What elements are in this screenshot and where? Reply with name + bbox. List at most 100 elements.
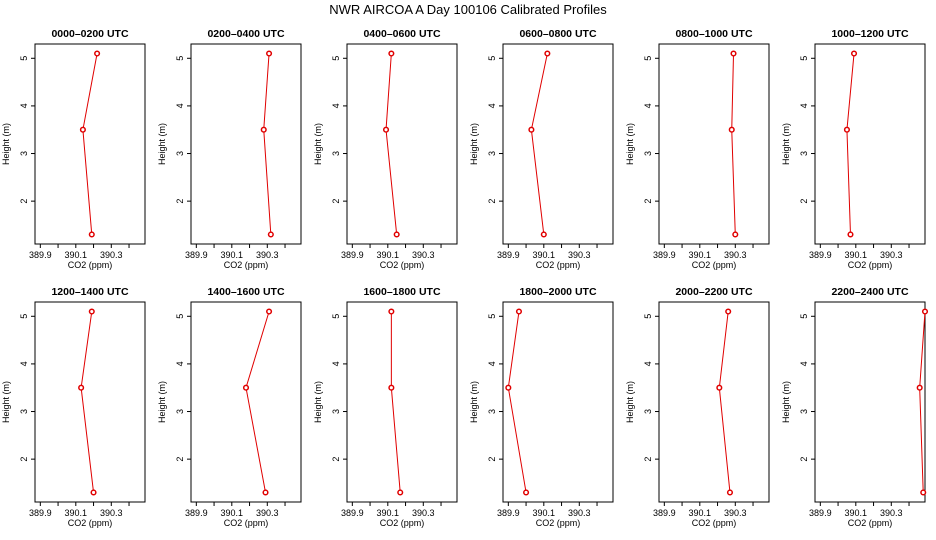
y-tick-label: 3 [19,151,29,156]
data-point [266,308,273,315]
profile-line [385,53,398,235]
panel-title: 1600–1800 UTC [363,286,440,298]
plot-frame [346,43,458,245]
x-axis-label: CO2 (ppm) [380,260,425,270]
y-tick-label: 4 [175,103,185,108]
x-axis-label: CO2 (ppm) [848,260,893,270]
data-point [90,489,97,496]
x-tick-label: 390.3 [100,250,123,260]
y-tick-label: 2 [487,199,497,204]
y-axis-label: Height (m) [625,381,635,423]
y-tick-label: 2 [643,199,653,204]
x-tick-label: 389.9 [29,508,52,518]
x-tick-label: 390.1 [845,508,868,518]
panel-3: 0400–0600 UTC 389.9 390.1 390.3 2 3 4 5 CO2 (ppm… [313,28,458,270]
y-tick-label: 3 [19,409,29,414]
x-tick-label: 390.1 [689,250,712,260]
panel-title: 2000–2200 UTC [675,286,752,298]
profile-line [919,311,926,493]
profile-line [245,311,270,493]
y-tick-label: 5 [487,56,497,61]
x-tick-label: 389.9 [341,250,364,260]
x-axis-label: CO2 (ppm) [536,260,581,270]
data-point [262,489,269,496]
x-tick-label: 390.3 [412,508,435,518]
profile-line [846,53,855,235]
plot-frame [34,301,146,503]
x-tick-label: 390.1 [533,508,556,518]
y-tick-label: 2 [799,457,809,462]
y-tick-label: 2 [331,199,341,204]
profile-line [80,311,95,493]
x-tick-label: 389.9 [653,250,676,260]
y-tick-label: 3 [175,151,185,156]
x-tick-label: 389.9 [341,508,364,518]
x-axis-label: CO2 (ppm) [848,518,893,528]
x-tick-label: 389.9 [809,250,832,260]
plot-frame [346,301,458,503]
x-tick-label: 390.1 [221,508,244,518]
y-tick-label: 4 [19,361,29,366]
plot-frame [658,301,770,503]
y-tick-label: 5 [799,56,809,61]
panel-4: 0600–0800 UTC 389.9 390.1 390.3 2 3 4 5 CO2 (ppm… [469,28,614,270]
y-tick-label: 3 [331,409,341,414]
panel-title: 1400–1600 UTC [207,286,284,298]
y-tick-label: 4 [643,103,653,108]
y-tick-label: 4 [487,103,497,108]
data-point [388,384,395,391]
y-tick-label: 3 [331,151,341,156]
profile-line [390,311,401,493]
y-axis-label: Height (m) [781,123,791,165]
y-tick-label: 3 [487,409,497,414]
y-tick-label: 5 [799,314,809,319]
y-tick-label: 4 [175,361,185,366]
x-tick-label: 390.1 [845,250,868,260]
panel-title: 0000–0200 UTC [51,28,128,40]
panel-2: 0200–0400 UTC 389.9 390.1 390.3 2 3 4 5 CO2 (ppm… [157,28,302,270]
y-axis-label: Height (m) [1,381,11,423]
data-point [505,384,512,391]
x-axis-label: CO2 (ppm) [224,518,269,528]
data-point [397,489,404,496]
data-point [515,308,523,315]
profile-line [507,311,527,493]
profile-line [263,53,272,235]
panel-5: 0800–1000 UTC 389.9 390.1 390.3 2 3 4 5 CO2 (ppm… [625,28,770,270]
y-tick-label: 2 [331,457,341,462]
x-axis-label: CO2 (ppm) [536,518,581,528]
y-tick-label: 5 [175,56,185,61]
data-point [88,231,95,238]
data-point [523,489,530,496]
y-tick-label: 4 [19,103,29,108]
y-tick-label: 2 [19,457,29,462]
x-tick-label: 390.3 [412,250,435,260]
panel-title: 0600–0800 UTC [519,28,596,40]
data-point [921,308,929,315]
panel-title: 1000–1200 UTC [831,28,908,40]
x-tick-label: 390.1 [377,508,400,518]
panel-title: 2200–2400 UTC [831,286,908,298]
x-tick-label: 390.3 [100,508,123,518]
x-tick-label: 390.1 [377,250,400,260]
y-axis-label: Height (m) [781,381,791,423]
x-tick-label: 390.3 [568,250,591,260]
data-point [920,489,927,496]
data-point [732,231,739,238]
x-tick-label: 390.1 [689,508,712,518]
x-axis-label: CO2 (ppm) [224,260,269,270]
panel-10: 1800–2000 UTC 389.9 390.1 390.3 2 3 4 5 CO2 (ppm… [469,286,614,528]
data-point [916,384,923,391]
profile-line [731,53,736,235]
data-point [544,50,551,57]
y-tick-label: 2 [19,199,29,204]
plot-frame [658,43,770,245]
x-axis-label: CO2 (ppm) [68,260,113,270]
plot-frame [502,301,614,503]
panel-9: 1600–1800 UTC 389.9 390.1 390.3 2 3 4 5 CO2 (ppm… [313,286,458,528]
plot-frame [190,43,302,245]
data-point [242,384,250,391]
panel-title: 1800–2000 UTC [519,286,596,298]
data-point [88,308,95,315]
x-tick-label: 389.9 [497,250,520,260]
